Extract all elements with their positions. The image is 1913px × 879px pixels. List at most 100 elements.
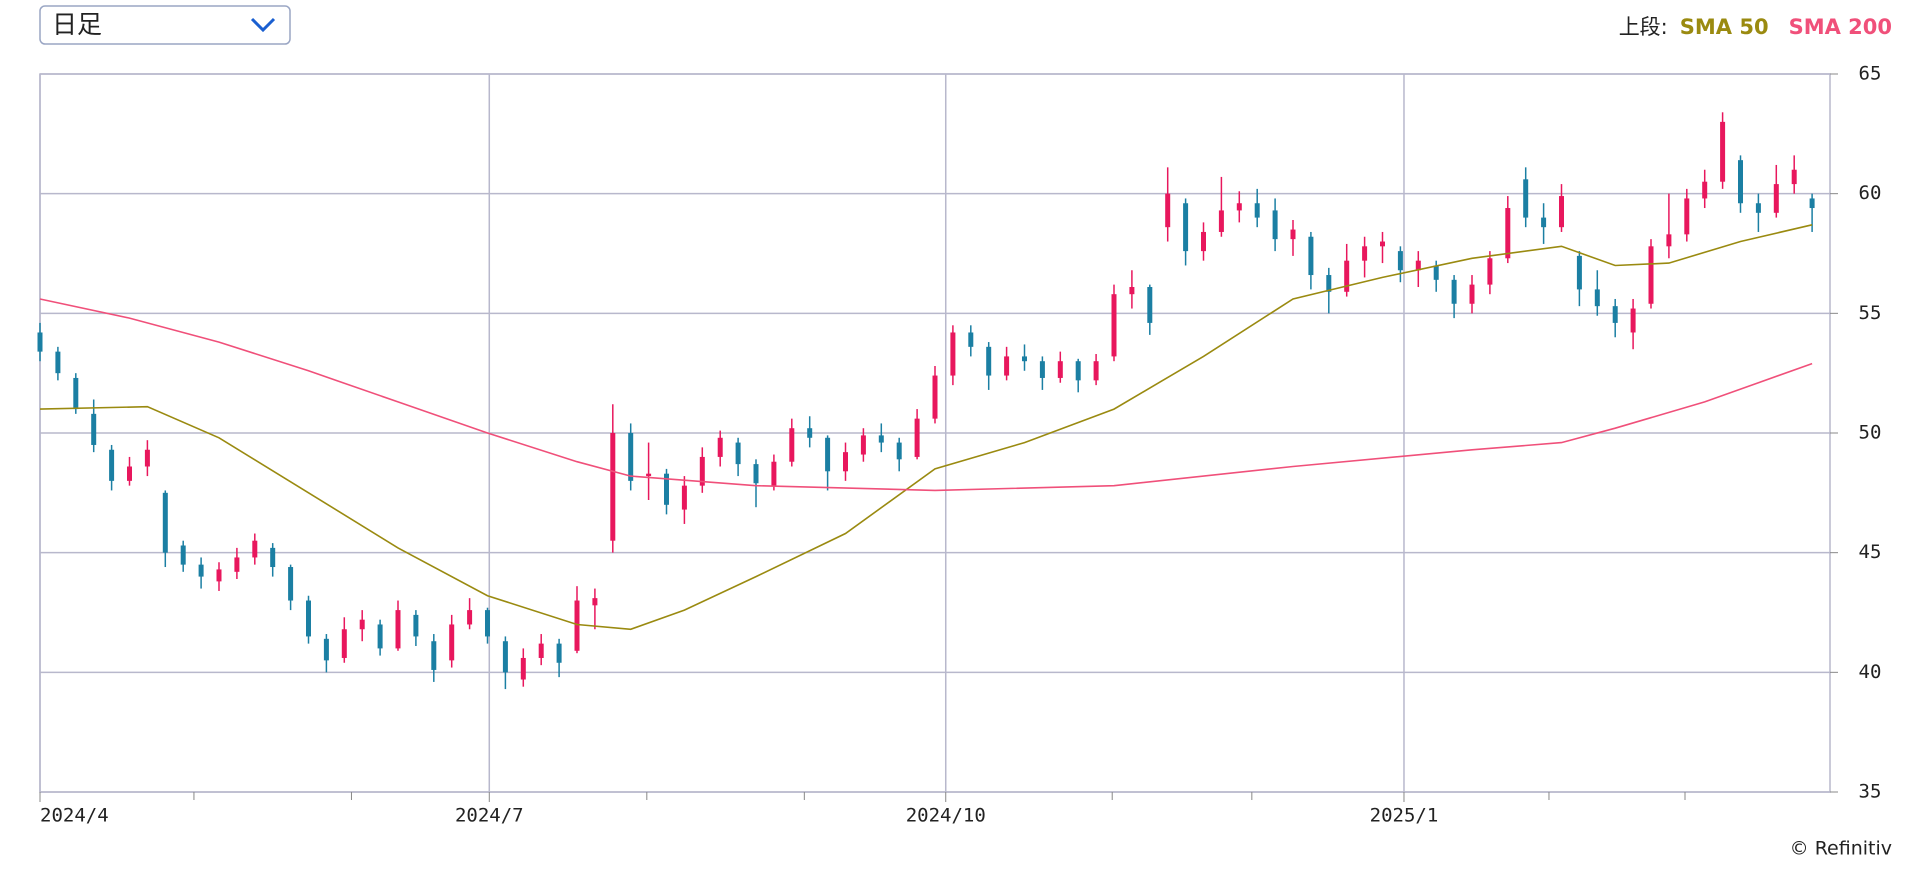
candle-body [699,456,705,486]
candle-body [1809,198,1815,209]
candle-body [306,600,311,637]
candle-body [878,435,884,443]
dropdown-box[interactable] [39,5,291,45]
candle-body [538,643,544,658]
candle-body [1755,203,1761,213]
candle-body [556,643,562,663]
candle-body [1129,287,1135,295]
candle-body [1147,287,1153,323]
candle-body [592,598,598,606]
candle-body [467,610,473,625]
candle-body [1541,217,1547,228]
candle-body [1397,251,1403,271]
candle-body [1004,356,1010,376]
candle-body [1290,229,1296,240]
candle-body [789,428,795,462]
candle-body [341,629,347,658]
source-credit: © Refinitiv [1790,838,1892,860]
x-tick-label: 2025/1 [1370,805,1439,827]
candle-body [1236,203,1242,211]
candle-body [1469,284,1475,304]
candle-body [825,437,831,472]
y-tick-label: 55 [1859,302,1882,324]
candle-body [771,461,777,486]
candle-body [1505,208,1511,259]
y-tick-label: 40 [1859,661,1882,683]
candle-body [1362,246,1368,261]
candle-body [932,375,938,419]
candle-body [1451,279,1457,304]
candle-body [109,449,115,481]
candle-body [1773,184,1779,213]
interval-dropdown[interactable]: 日足 [39,5,291,45]
candle-body [1648,246,1654,304]
candle-body [1075,361,1081,381]
candle-body [753,464,759,484]
candle-body [359,619,365,630]
candle-body [1791,169,1797,185]
candle-body [1111,294,1117,357]
candle-body [1523,179,1529,218]
y-tick-label: 50 [1859,422,1882,444]
candle-body [664,473,669,505]
candle-body [162,492,168,553]
candle-body [1022,356,1027,362]
candle-body [1612,306,1618,323]
x-tick-label: 2024/7 [455,805,524,827]
dropdown-chevron[interactable] [250,17,276,33]
candle-body [843,452,848,472]
candle-body [1093,361,1099,381]
candle-body [807,428,813,438]
candle-body [914,418,920,457]
candle-body [681,485,687,510]
candle-body [735,442,741,465]
candle-body [91,413,97,445]
sma-line [39,224,1813,631]
candle-body [127,466,132,481]
candle-body [1254,203,1260,218]
candle-body [1684,198,1690,235]
candle-body [1201,231,1206,252]
candle-body [1433,265,1439,280]
candle-body [950,332,956,376]
candle-body [1487,258,1493,285]
y-tick-label: 35 [1859,781,1882,803]
candle-body [1594,289,1600,307]
candle-body [1559,196,1564,228]
candle-body [252,540,258,558]
candle-body [1720,121,1726,182]
candle-body [431,641,437,670]
candle-body [1666,234,1672,247]
candle-body [502,641,508,673]
y-tick-label: 65 [1859,63,1882,85]
candle-body [896,442,902,460]
candle-body [144,449,150,467]
candle-body [628,433,634,481]
candle-body [1165,193,1171,228]
dropdown-label[interactable]: 日足 [52,10,102,39]
candle-body [986,346,992,376]
legend-entry: SMA 200 [1789,15,1892,39]
candle-body [860,435,866,455]
candle-body [1326,275,1332,292]
candle-body [449,624,455,661]
candle-body [234,557,240,572]
candle-body [1183,203,1189,252]
candle-body [377,624,383,649]
candle-body [37,332,43,352]
candle-body [574,600,580,651]
candle-body [1308,236,1314,276]
candle-body [717,437,723,457]
candle-body [1576,255,1582,290]
candle-body [413,614,419,637]
legend-entry: SMA 50 [1680,15,1769,39]
candle-body [1415,260,1421,271]
candle-body [180,545,186,565]
candle-body [55,351,61,374]
candle-body [270,547,276,568]
candle-body [73,377,79,410]
x-tick-label: 2024/10 [906,805,986,827]
candle-body [1380,241,1385,247]
candle-body [323,638,329,661]
